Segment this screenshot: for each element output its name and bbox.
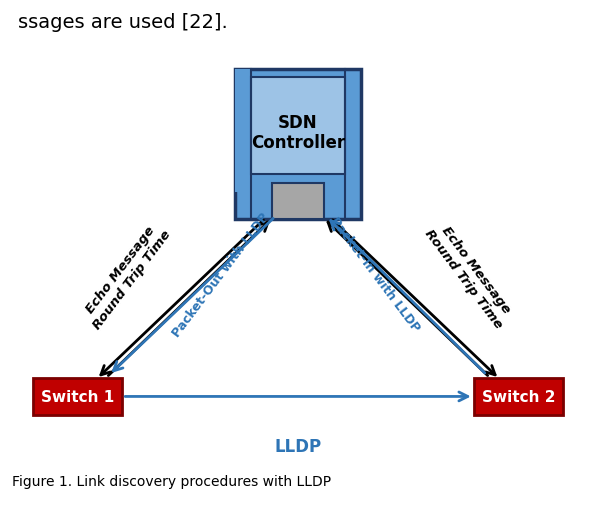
- FancyBboxPatch shape: [235, 70, 361, 219]
- Text: LLDP: LLDP: [274, 438, 322, 456]
- FancyBboxPatch shape: [235, 70, 252, 192]
- Text: SDN
Controller: SDN Controller: [251, 114, 345, 152]
- Text: Echo Message
Round Trip Time: Echo Message Round Trip Time: [79, 218, 174, 331]
- Text: Switch 2: Switch 2: [482, 389, 555, 404]
- Text: Packet-In with LLDP: Packet-In with LLDP: [328, 215, 423, 334]
- FancyBboxPatch shape: [272, 184, 324, 219]
- FancyBboxPatch shape: [252, 77, 344, 175]
- Text: Echo Message
Round Trip Time: Echo Message Round Trip Time: [422, 218, 517, 331]
- Text: ssages are used [22].: ssages are used [22].: [18, 13, 228, 32]
- Text: Figure 1. Link discovery procedures with LLDP: Figure 1. Link discovery procedures with…: [12, 474, 331, 489]
- FancyBboxPatch shape: [33, 378, 122, 415]
- Text: Switch 1: Switch 1: [41, 389, 114, 404]
- FancyBboxPatch shape: [474, 378, 563, 415]
- Text: Packet-Out with LLDP: Packet-Out with LLDP: [170, 210, 272, 339]
